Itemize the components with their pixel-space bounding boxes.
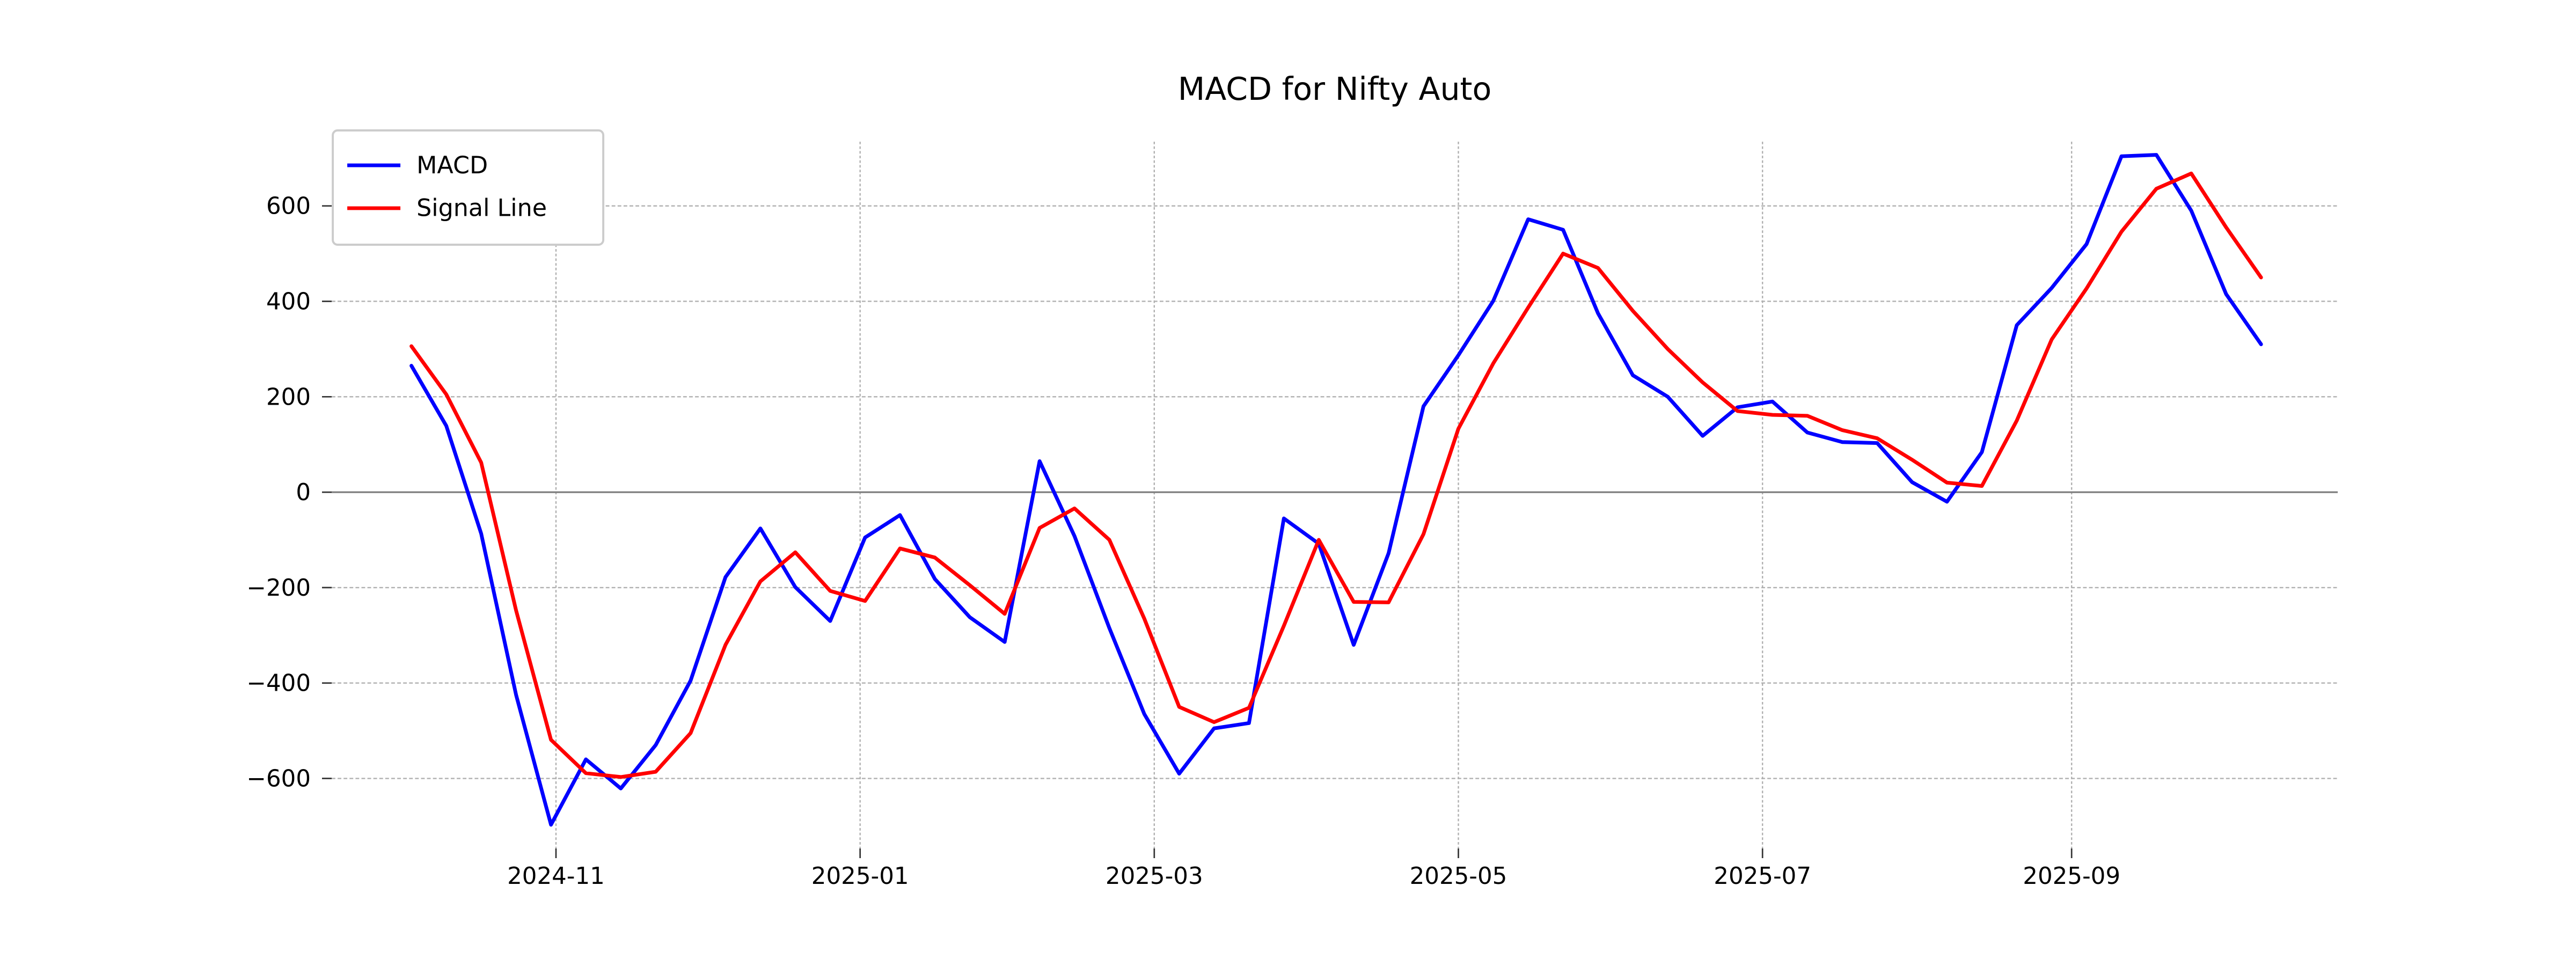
x-tick-label: 2025-01	[811, 863, 909, 890]
legend-signal-label: Signal Line	[416, 195, 547, 222]
y-tick-label: 600	[266, 193, 311, 220]
macd-line	[409, 153, 2263, 827]
legend-box	[332, 129, 605, 246]
y-tick-label: −200	[247, 575, 311, 602]
x-tick-label: 2025-07	[1714, 863, 1811, 890]
axis-tick-labels: 600 400 200 0 −200 −400 −600 2024-11 2025-01 2025…	[247, 193, 2121, 890]
y-tick-label: 200	[266, 384, 311, 411]
x-tick-label: 2025-09	[2023, 863, 2120, 890]
plot-area	[409, 153, 2263, 827]
legend: MACD Signal Line	[332, 129, 605, 246]
legend-macd-label: MACD	[416, 152, 488, 179]
y-tick-label: 0	[296, 479, 311, 506]
y-tick-label: −400	[247, 670, 311, 697]
x-tick-label: 2024-11	[507, 863, 605, 890]
y-tick-label: −600	[247, 766, 311, 793]
signal-line	[409, 171, 2263, 779]
chart-title: MACD for Nifty Auto	[1178, 71, 1492, 107]
axis-ticks	[322, 205, 2073, 858]
x-tick-label: 2025-05	[1410, 863, 1507, 890]
x-tick-label: 2025-03	[1106, 863, 1203, 890]
y-tick-label: 400	[266, 288, 311, 315]
